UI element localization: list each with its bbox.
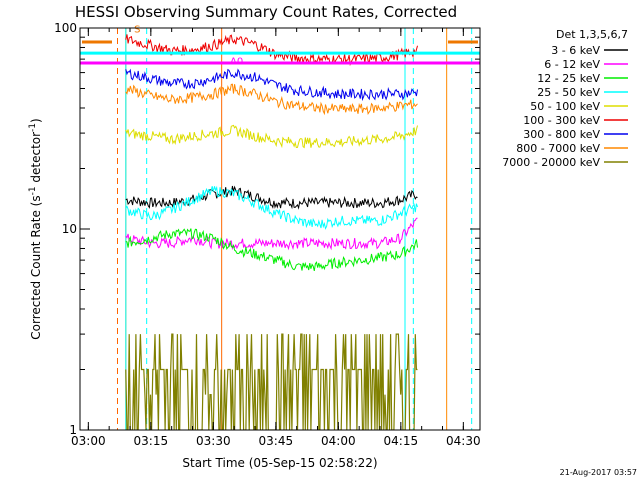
x-tick-label: 03:15 bbox=[134, 434, 169, 448]
series-line bbox=[125, 83, 418, 116]
chart-title: HESSI Observing Summary Count Rates, Cor… bbox=[75, 3, 457, 21]
legend-label: 800 - 7000 keV bbox=[516, 142, 600, 155]
annotation-label: S bbox=[134, 24, 140, 35]
x-axis-label: Start Time (05-Sep-15 02:58:22) bbox=[182, 456, 377, 470]
timestamp: 21-Aug-2017 03:57 bbox=[560, 468, 637, 477]
y-tick-label: 10 bbox=[62, 222, 77, 236]
series-layer bbox=[80, 34, 480, 430]
legend-label: 25 - 50 keV bbox=[537, 86, 600, 99]
series-line bbox=[125, 217, 418, 251]
series-line bbox=[125, 228, 418, 272]
x-tick-label: 04:00 bbox=[321, 434, 356, 448]
series-line bbox=[125, 185, 418, 210]
legend-label: 50 - 100 keV bbox=[530, 100, 600, 113]
legend-label: 100 - 300 keV bbox=[523, 114, 600, 127]
x-tick-label: 03:00 bbox=[71, 434, 106, 448]
x-tick-label: 03:45 bbox=[259, 434, 294, 448]
x-tick-label: 04:15 bbox=[384, 434, 419, 448]
series-line bbox=[125, 185, 418, 230]
legend-label: 300 - 800 keV bbox=[523, 128, 600, 141]
legend-label: 3 - 6 keV bbox=[551, 44, 600, 57]
legend-title: Det 1,3,5,6,7 bbox=[556, 28, 628, 41]
series-line bbox=[125, 68, 418, 102]
y-axis-label: Corrected Count Rate (s-1 detector-1) bbox=[28, 118, 43, 339]
annotation-label: A0 bbox=[230, 56, 243, 67]
annotations: S A0 bbox=[82, 24, 478, 67]
x-tick-label: 04:30 bbox=[446, 434, 481, 448]
legend-label: 7000 - 20000 keV bbox=[502, 156, 600, 169]
legend-label: 6 - 12 keV bbox=[544, 58, 600, 71]
y-axis: 1 10 100 bbox=[54, 21, 480, 437]
legend-label: 12 - 25 keV bbox=[537, 72, 600, 85]
y-tick-label: 1 bbox=[69, 423, 77, 437]
series-line bbox=[125, 333, 418, 430]
series-line bbox=[125, 124, 418, 149]
x-tick-label: 03:30 bbox=[196, 434, 231, 448]
y-tick-label: 100 bbox=[54, 21, 77, 35]
x-axis: 03:00 03:15 03:30 03:45 04:00 04:15 04:30 bbox=[71, 28, 481, 448]
